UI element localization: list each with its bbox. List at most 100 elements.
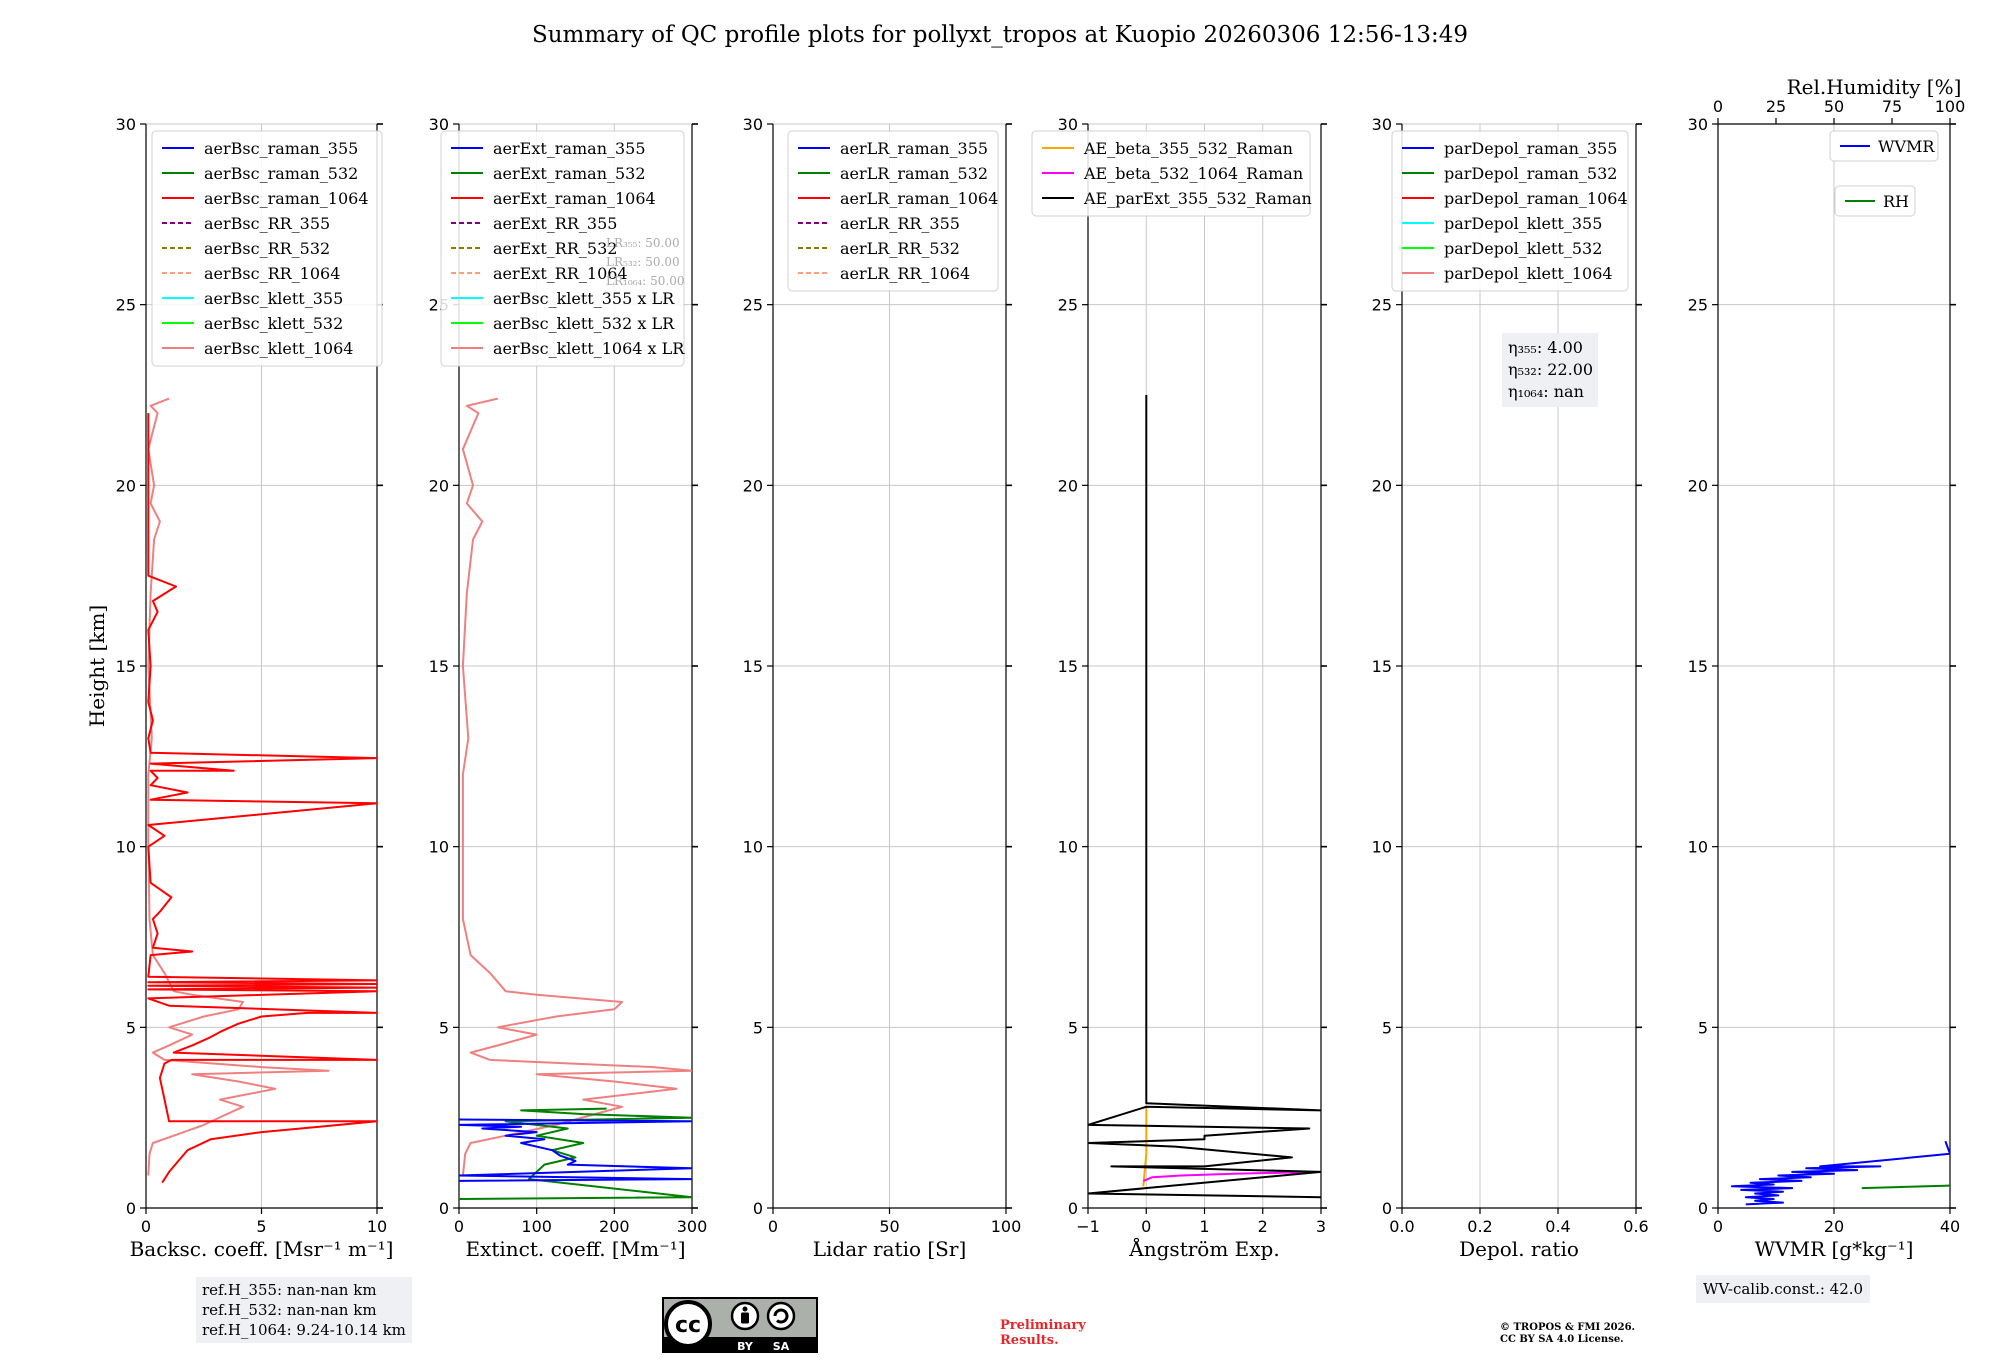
y-tick-label: 25 bbox=[1688, 296, 1708, 315]
series-line-AE_parExt_355_532_Raman bbox=[1088, 395, 1321, 1199]
x-tick-label: 5 bbox=[256, 1217, 266, 1236]
y-tick-label: 30 bbox=[1372, 115, 1392, 134]
y-tick-label: 0 bbox=[1068, 1199, 1078, 1218]
series-line-AE_beta_532_1064_Raman bbox=[1142, 1170, 1321, 1182]
series-line-aerBsc_klett_1064 bbox=[147, 397, 330, 1176]
legend-frame bbox=[1031, 130, 1311, 217]
lidar-ratio-note: LR₅₃₂: 50.00 bbox=[606, 255, 680, 269]
legend-label: aerBsc_klett_1064 x LR bbox=[493, 339, 685, 358]
x-tick-label: 10 bbox=[367, 1217, 387, 1236]
eta-value: η₅₃₂: 22.00 bbox=[1508, 360, 1593, 379]
x-axis-label: Extinct. coeff. [Mm⁻¹] bbox=[465, 1237, 685, 1261]
legend-label: aerBsc_RR_1064 bbox=[204, 264, 340, 283]
x-tick-label: −1 bbox=[1076, 1217, 1100, 1236]
y-tick-label: 20 bbox=[1372, 476, 1392, 495]
sa-share-icon bbox=[766, 1301, 796, 1331]
series-line-aerBsc_raman_1064 bbox=[147, 413, 377, 1184]
x2-axis-label: Rel.Humidity [%] bbox=[1787, 75, 1962, 99]
sa-label: SA bbox=[773, 1340, 790, 1353]
y-tick-label: 30 bbox=[743, 115, 763, 134]
x-tick-label: 1 bbox=[1199, 1217, 1209, 1236]
x-tick-label: 50 bbox=[879, 1217, 899, 1236]
x-tick-label: 3 bbox=[1316, 1217, 1326, 1236]
y-tick-label: 15 bbox=[1372, 657, 1392, 676]
y-tick-label: 15 bbox=[743, 657, 763, 676]
eta-value: η₁₀₆₄: nan bbox=[1508, 382, 1584, 401]
preliminary-line-1: Preliminary bbox=[1000, 1318, 1086, 1333]
y-tick-label: 10 bbox=[1058, 838, 1078, 857]
y-tick-label: 30 bbox=[429, 115, 449, 134]
chart-panel-depolarization: 0.0 0.2 0.4 0.6 0 5 10 15 20 25 30 Depol. ratio parD… bbox=[1372, 115, 1649, 1261]
x2-tick-label: 0 bbox=[1713, 97, 1723, 116]
x-tick-label: 2 bbox=[1258, 1217, 1268, 1236]
legend-label: aerBsc_klett_532 bbox=[204, 314, 343, 333]
x-axis-label: Backsc. coeff. [Msr⁻¹ m⁻¹] bbox=[130, 1237, 394, 1261]
by-person-body bbox=[741, 1312, 749, 1324]
legend-label: parDepol_raman_1064 bbox=[1444, 189, 1628, 208]
y-tick-label: 10 bbox=[116, 838, 136, 857]
x-tick-label: 100 bbox=[521, 1217, 552, 1236]
y-tick-label: 5 bbox=[753, 1018, 763, 1037]
ref-height-1064: ref.H_1064: 9.24-10.14 km bbox=[202, 1321, 406, 1339]
y-tick-label: 20 bbox=[429, 476, 449, 495]
legend-frame bbox=[151, 130, 383, 367]
legend-label: aerLR_RR_1064 bbox=[840, 264, 970, 283]
x-tick-label: 0.6 bbox=[1623, 1217, 1648, 1236]
series-group bbox=[459, 397, 692, 1200]
ref-height-532: ref.H_532: nan-nan km bbox=[202, 1301, 377, 1319]
legend-label: aerExt_RR_1064 bbox=[493, 264, 628, 283]
figure-title: Summary of QC profile plots for pollyxt_… bbox=[531, 22, 1469, 48]
y-tick-label: 0 bbox=[126, 1199, 136, 1218]
y-tick-label: 30 bbox=[1058, 115, 1078, 134]
series-line-aerExt_raman_355 bbox=[459, 1118, 692, 1182]
y-tick-label: 5 bbox=[1698, 1018, 1708, 1037]
y-tick-label: 10 bbox=[429, 838, 449, 857]
legend-label: aerExt_raman_1064 bbox=[493, 189, 656, 208]
legend-label: aerLR_raman_532 bbox=[840, 164, 988, 183]
y-tick-label: 20 bbox=[743, 476, 763, 495]
cc-license-badge: cc BY SA bbox=[662, 1297, 818, 1353]
x-tick-label: 0.2 bbox=[1467, 1217, 1492, 1236]
legend-label: parDepol_klett_532 bbox=[1444, 239, 1602, 258]
eta-value: η₃₅₅: 4.00 bbox=[1508, 338, 1583, 357]
x2-tick-label: 75 bbox=[1882, 97, 1902, 116]
y-tick-label: 5 bbox=[439, 1018, 449, 1037]
series-line-aerBsc_klett_1064 x LR bbox=[461, 397, 692, 1176]
legend-label: aerExt_raman_532 bbox=[493, 164, 646, 183]
x-axis-label: Ångström Exp. bbox=[1128, 1236, 1279, 1261]
y-tick-label: 25 bbox=[1058, 296, 1078, 315]
x-axis-label: Depol. ratio bbox=[1459, 1237, 1579, 1261]
y-tick-label: 0 bbox=[753, 1199, 763, 1218]
y-tick-label: 15 bbox=[1058, 657, 1078, 676]
y-tick-label: 30 bbox=[116, 115, 136, 134]
copyright-line-2: CC BY SA 4.0 License. bbox=[1500, 1334, 1624, 1345]
y-tick-label: 15 bbox=[116, 657, 136, 676]
legend-label: AE_beta_532_1064_Raman bbox=[1083, 164, 1303, 183]
sa-arrow-icon bbox=[773, 1308, 789, 1324]
x-tick-label: 300 bbox=[677, 1217, 708, 1236]
copyright-line-1: © TROPOS & FMI 2026. bbox=[1500, 1322, 1636, 1333]
legend-frame bbox=[1391, 130, 1629, 292]
ref-height-355: ref.H_355: nan-nan km bbox=[202, 1281, 377, 1299]
y-tick-label: 30 bbox=[1688, 115, 1708, 134]
y-axis-label: Height [km] bbox=[85, 605, 109, 727]
legend-label: WVMR bbox=[1878, 137, 1935, 156]
wv-calibration-box: WV-calib.const.: 42.0 bbox=[1696, 1275, 1871, 1303]
y-tick-label: 10 bbox=[743, 838, 763, 857]
x-tick-label: 0 bbox=[141, 1217, 151, 1236]
cc-logo-text: cc bbox=[675, 1313, 701, 1338]
x-tick-label: 0.4 bbox=[1545, 1217, 1570, 1236]
x2-tick-label: 100 bbox=[1935, 97, 1966, 116]
x2-tick-label: 50 bbox=[1824, 97, 1844, 116]
x-tick-label: 40 bbox=[1940, 1217, 1960, 1236]
y-tick-label: 10 bbox=[1688, 838, 1708, 857]
y-tick-label: 5 bbox=[126, 1018, 136, 1037]
y-tick-label: 15 bbox=[1688, 657, 1708, 676]
copyright-note: © TROPOS & FMI 2026. CC BY SA 4.0 Licens… bbox=[1500, 1322, 1635, 1346]
x-tick-label: 0 bbox=[768, 1217, 778, 1236]
legend-label: aerBsc_raman_1064 bbox=[204, 189, 369, 208]
x-axis-label: Lidar ratio [Sr] bbox=[813, 1237, 967, 1261]
y-tick-label: 5 bbox=[1382, 1018, 1392, 1037]
